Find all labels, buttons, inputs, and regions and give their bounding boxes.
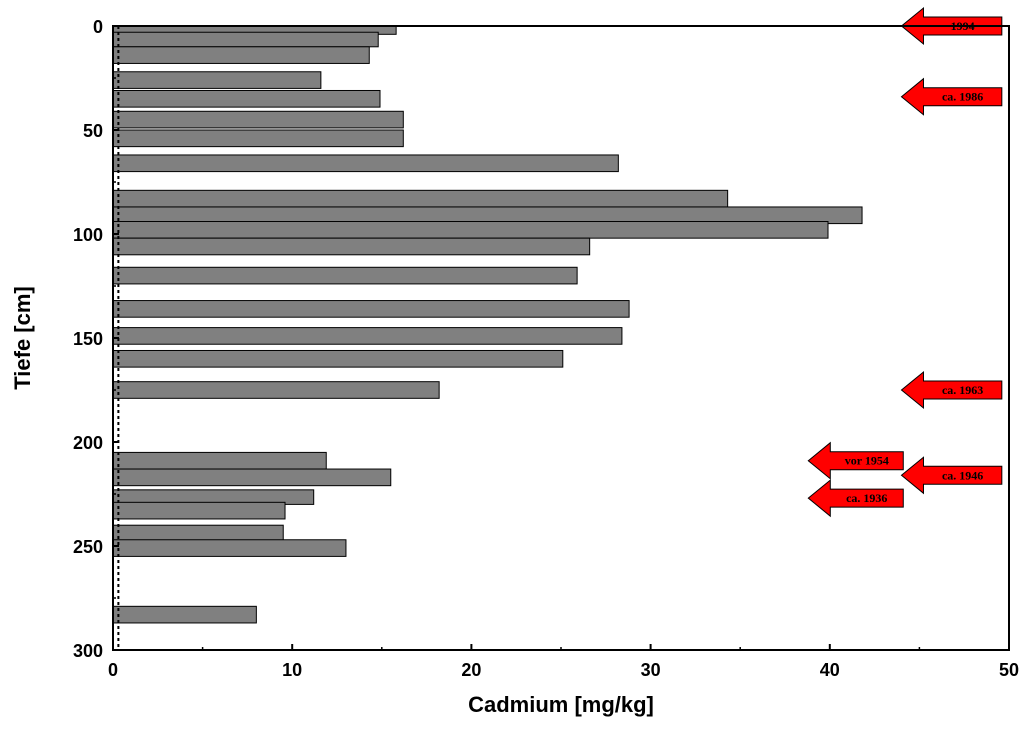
x-axis-title: Cadmium [mg/kg] bbox=[468, 692, 654, 717]
arrow-shape bbox=[900, 370, 1003, 410]
x-tick-label: 20 bbox=[461, 660, 481, 680]
bar bbox=[112, 327, 623, 345]
ticks-layer: 0 10 20 30 40 50 0 50 100 150 200 250 300 bbox=[73, 17, 1019, 680]
bar bbox=[112, 46, 370, 64]
bar bbox=[112, 381, 440, 399]
annotation-arrow: ca. 1986 bbox=[900, 77, 1003, 116]
annotation-arrow: ca. 1963 bbox=[900, 370, 1003, 410]
arrow-label: ca. 1936 bbox=[846, 491, 887, 505]
bar bbox=[112, 110, 404, 129]
annotation-arrow: ca. 1936 bbox=[807, 479, 904, 518]
bar bbox=[112, 605, 257, 624]
x-tick-label: 0 bbox=[108, 660, 118, 680]
x-tick-label: 30 bbox=[641, 660, 661, 680]
bar bbox=[112, 266, 578, 285]
x-tick-label: 40 bbox=[820, 660, 840, 680]
bar bbox=[112, 501, 286, 520]
bar bbox=[112, 154, 619, 173]
annotation-arrow: vor 1954 bbox=[807, 441, 904, 480]
bar bbox=[112, 189, 729, 208]
y-tick-label: 150 bbox=[73, 329, 103, 349]
bars-layer bbox=[112, 25, 863, 624]
x-tick-label: 50 bbox=[999, 660, 1019, 680]
y-tick-label: 250 bbox=[73, 537, 103, 557]
arrow-label: ca. 1946 bbox=[942, 468, 983, 482]
y-tick-label: 200 bbox=[73, 433, 103, 453]
arrow-shape bbox=[900, 456, 1003, 495]
bar bbox=[112, 468, 392, 487]
bar bbox=[112, 451, 327, 470]
y-axis-title: Tiefe [cm] bbox=[10, 286, 35, 390]
arrow-label: ca. 1986 bbox=[942, 90, 983, 104]
x-tick-label: 10 bbox=[282, 660, 302, 680]
bar bbox=[112, 71, 322, 89]
bar bbox=[112, 300, 630, 318]
bar bbox=[112, 129, 404, 148]
bar bbox=[112, 31, 379, 48]
bar bbox=[112, 89, 381, 108]
bar bbox=[112, 349, 564, 368]
bar bbox=[112, 237, 591, 256]
annotation-arrow: ca. 1946 bbox=[900, 456, 1003, 495]
y-tick-label: 300 bbox=[73, 641, 103, 661]
y-tick-label: 0 bbox=[93, 17, 103, 37]
bar bbox=[112, 539, 347, 557]
y-tick-label: 50 bbox=[83, 121, 103, 141]
bar bbox=[112, 221, 829, 239]
arrow-shape bbox=[807, 479, 904, 518]
arrow-label: vor 1954 bbox=[845, 454, 889, 468]
arrow-label: ca. 1963 bbox=[942, 383, 983, 397]
y-tick-label: 100 bbox=[73, 225, 103, 245]
arrow-shape bbox=[900, 77, 1003, 116]
arrow-shape bbox=[807, 441, 904, 480]
